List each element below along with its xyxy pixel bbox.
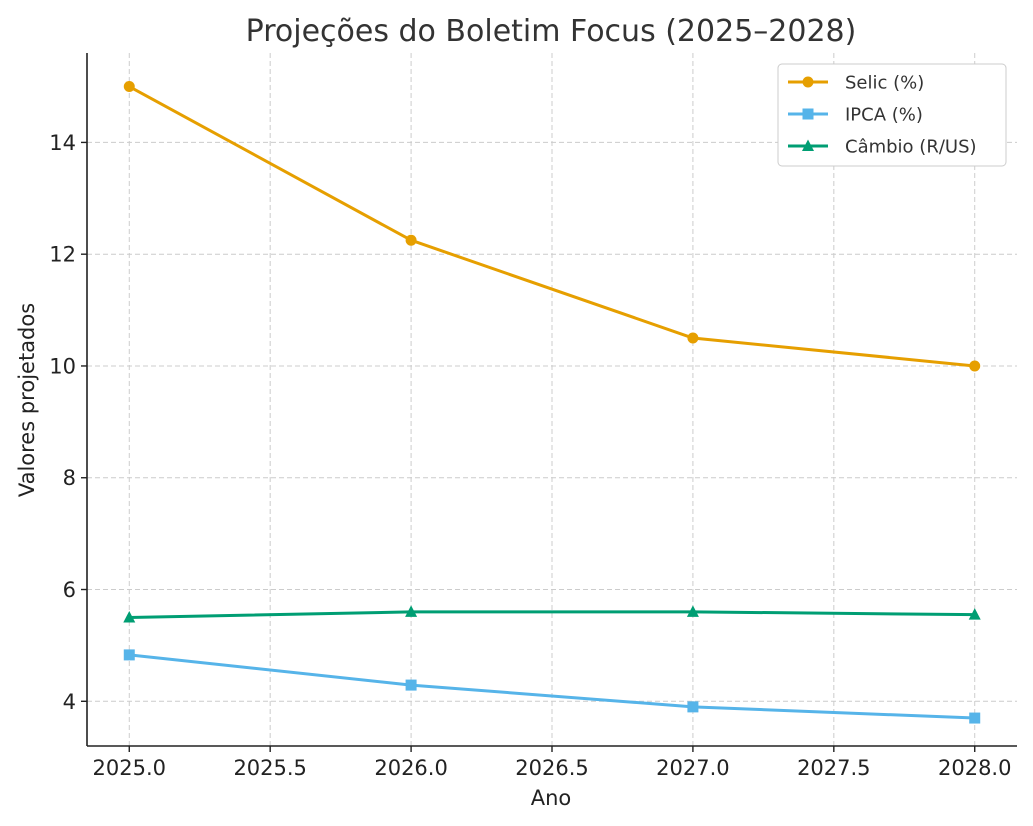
y-tick-label: 12 — [49, 243, 76, 267]
legend-item: Selic (%) — [788, 73, 924, 94]
y-axis-label: Valores projetados — [15, 303, 39, 497]
y-tick-label: 6 — [63, 578, 76, 602]
legend-label: Câmbio (R/US) — [845, 137, 977, 158]
data-point — [123, 610, 136, 623]
x-tick-label: 2026.0 — [374, 756, 447, 780]
x-tick-label: 2028.0 — [938, 756, 1011, 780]
data-point — [687, 701, 699, 713]
series-layer — [123, 81, 981, 724]
legend: Selic (%) IPCA (%) Câmbio (R/US) — [777, 63, 1007, 167]
ticks: 2025.0 2025.5 2026.0 2026.5 2027.0 2027.5 2028… — [49, 131, 1011, 780]
legend-item: Câmbio (R/US) — [788, 137, 977, 158]
chart-title: Projeções do Boletim Focus (2025–2028) — [246, 14, 857, 49]
series-line — [128, 85, 975, 368]
x-tick-label: 2027.5 — [797, 756, 870, 780]
x-tick-label: 2025.0 — [93, 756, 166, 780]
data-point — [969, 712, 981, 724]
y-tick-label: 4 — [63, 690, 76, 714]
data-point — [969, 360, 981, 372]
series-1 — [123, 649, 981, 724]
y-tick-label: 10 — [49, 354, 76, 378]
legend-item: IPCA (%) — [788, 105, 923, 126]
legend-marker — [802, 139, 814, 151]
data-point — [687, 332, 699, 344]
series-line — [129, 653, 975, 720]
x-tick-label: 2025.5 — [233, 756, 306, 780]
legend-box — [777, 63, 1007, 167]
legend-label: IPCA (%) — [845, 105, 923, 126]
series-2 — [123, 605, 981, 623]
legend-label: Selic (%) — [845, 73, 924, 94]
x-axis-label: Ano — [531, 786, 572, 810]
data-point — [686, 605, 699, 617]
data-point — [123, 81, 135, 93]
data-point — [405, 679, 417, 691]
y-tick-label: 8 — [63, 466, 76, 490]
y-tick-label: 14 — [49, 131, 76, 155]
series-0 — [123, 81, 981, 372]
x-tick-label: 2027.0 — [656, 756, 729, 780]
series-line — [129, 610, 975, 619]
x-tick-label: 2026.5 — [515, 756, 588, 780]
data-point — [968, 608, 981, 620]
data-point — [405, 605, 418, 617]
data-point — [123, 649, 135, 661]
legend-marker — [802, 76, 814, 88]
grid — [87, 53, 1017, 746]
data-point — [405, 234, 417, 246]
legend-marker — [802, 108, 814, 120]
